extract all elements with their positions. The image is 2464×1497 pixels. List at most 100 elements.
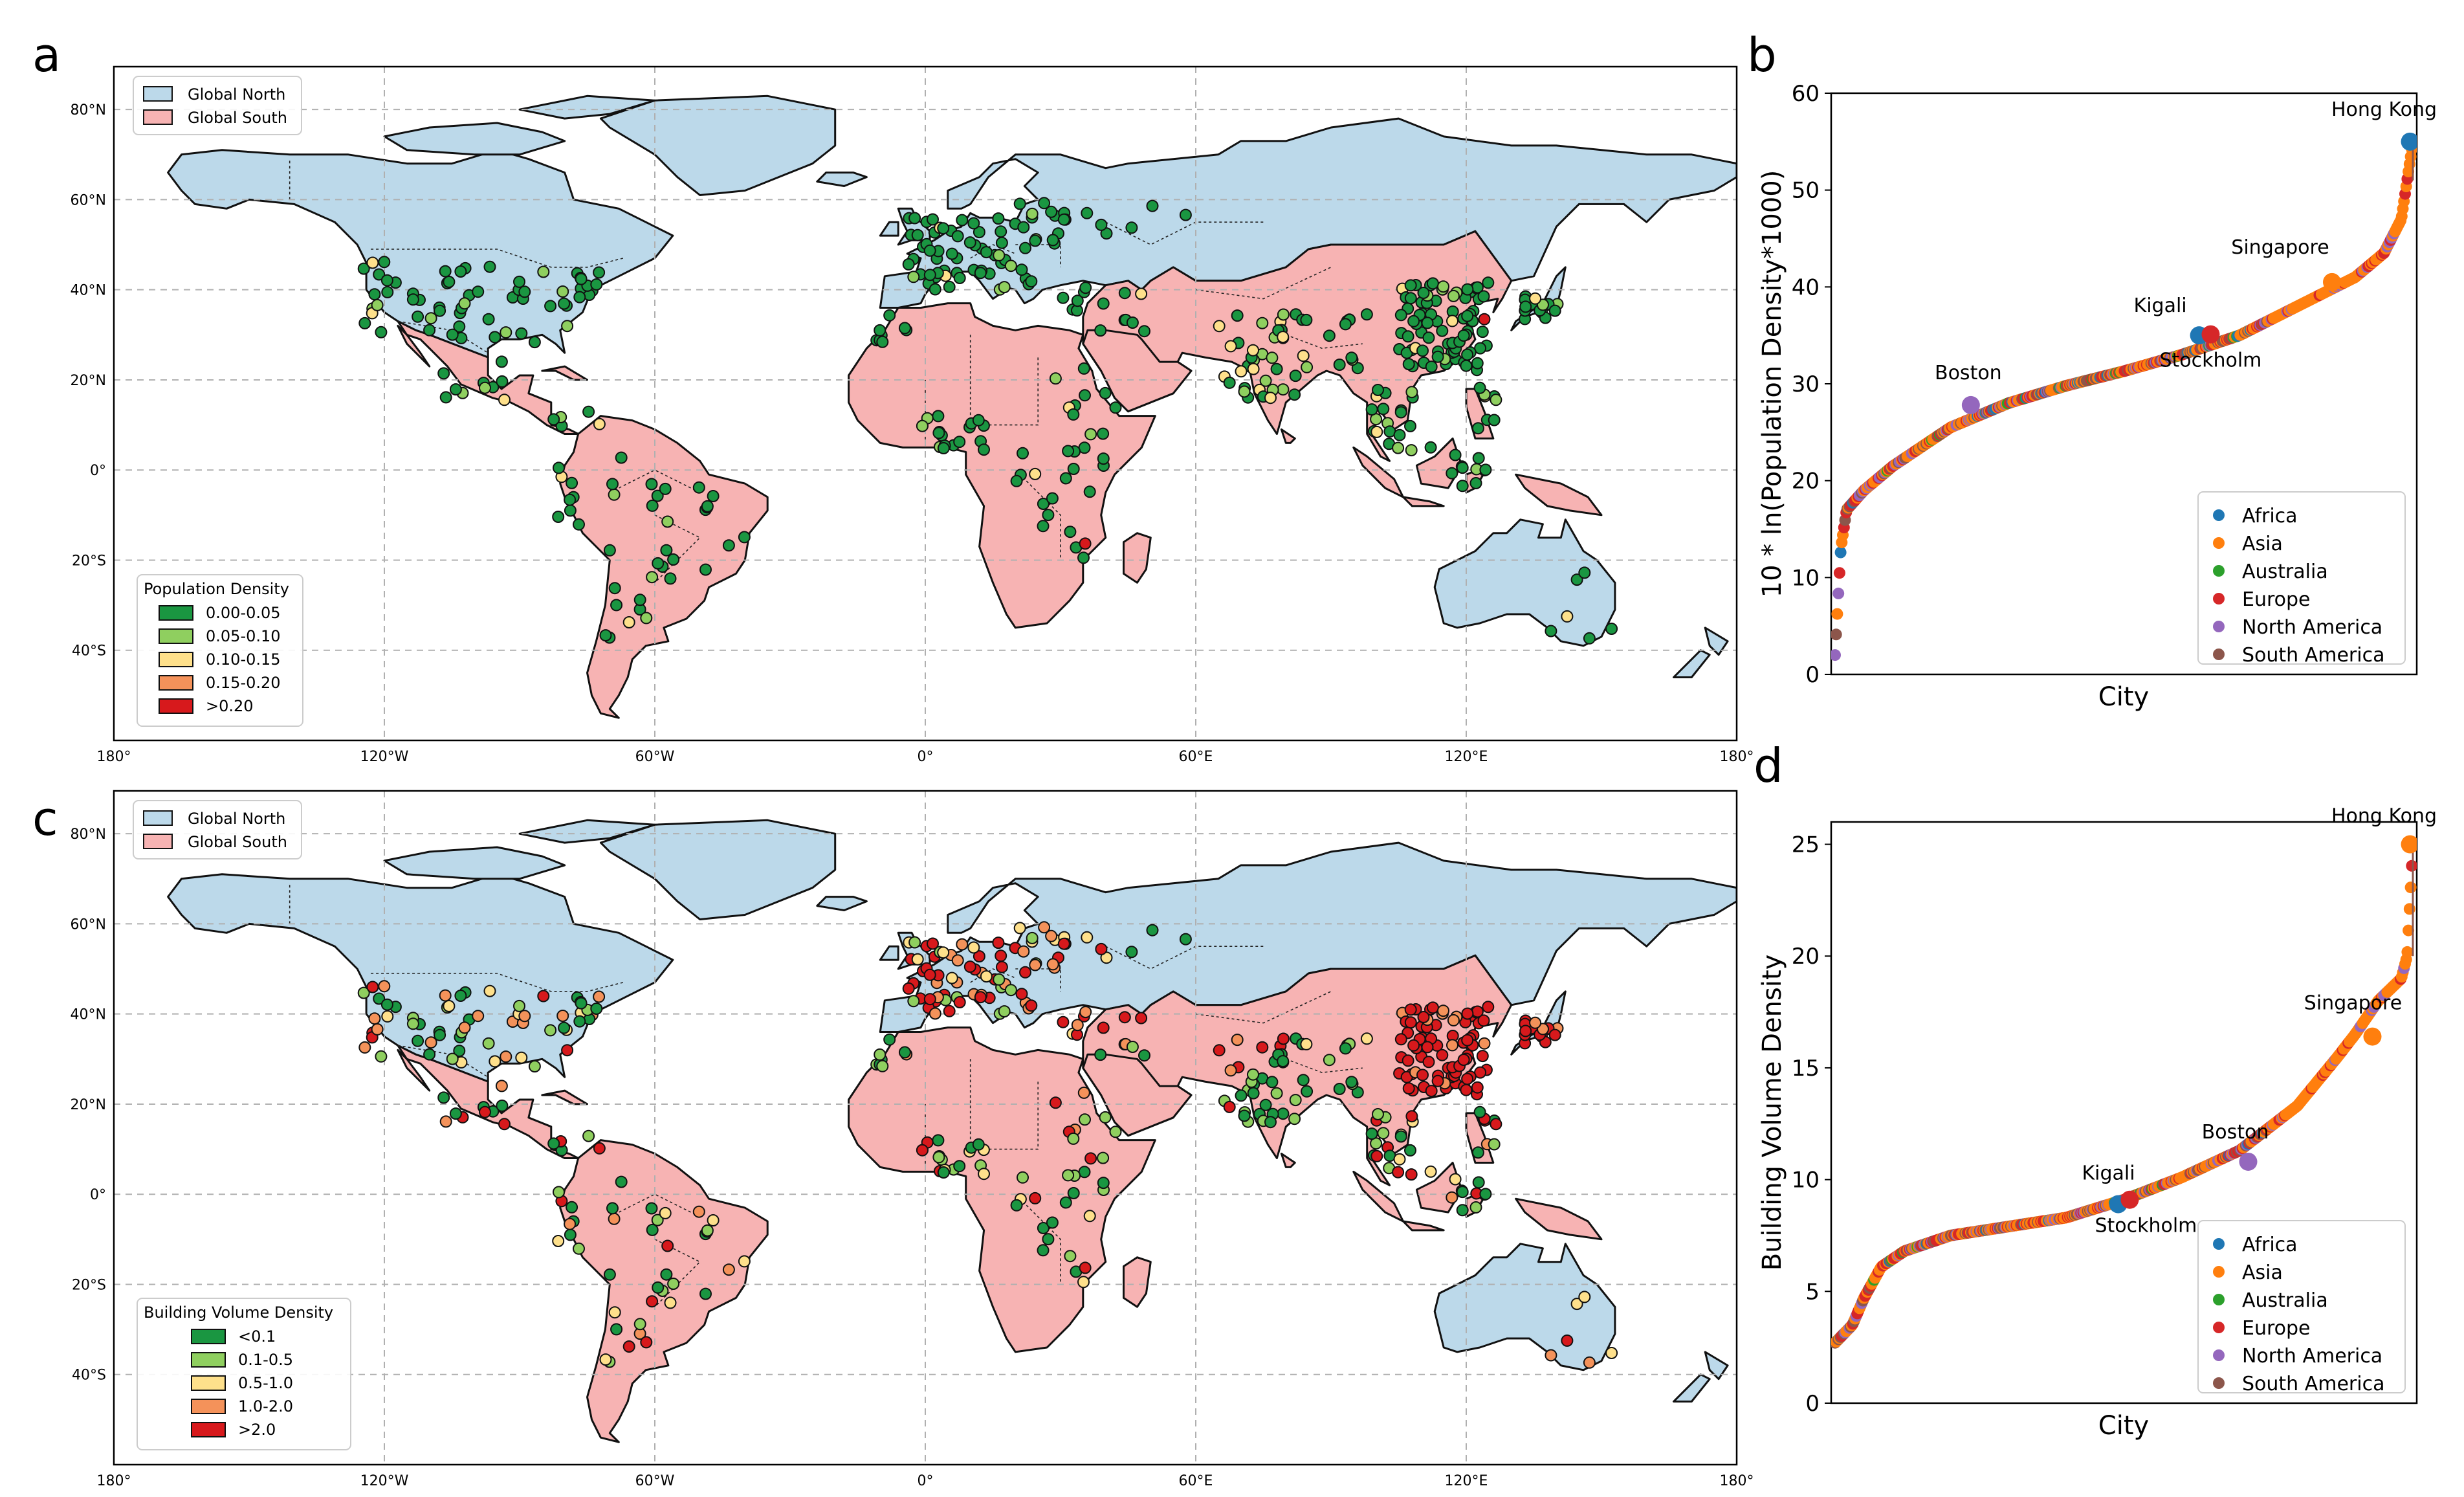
latitude-tick-label: 20°N xyxy=(71,1097,106,1113)
city-marker xyxy=(1476,1050,1489,1063)
city-marker xyxy=(573,518,585,531)
city-point xyxy=(1833,567,1845,579)
landmass xyxy=(1280,428,1296,444)
highlight-city-point xyxy=(2322,272,2341,291)
city-marker xyxy=(1545,625,1557,638)
city-marker xyxy=(1407,315,1420,327)
city-marker xyxy=(1029,467,1042,480)
city-marker xyxy=(1288,388,1301,401)
city-marker xyxy=(646,571,659,584)
city-marker xyxy=(1235,365,1248,378)
city-marker xyxy=(479,381,491,394)
city-marker xyxy=(1017,1171,1029,1184)
city-marker xyxy=(883,309,896,322)
map-c-frame xyxy=(113,790,1738,1466)
city-marker xyxy=(1270,362,1283,375)
legend-series-label: South America xyxy=(2242,1373,2384,1395)
city-marker xyxy=(980,970,993,983)
city-marker xyxy=(1099,386,1112,399)
city-marker xyxy=(489,331,501,344)
city-marker xyxy=(1333,359,1346,371)
legend-series-label: Africa xyxy=(2242,505,2298,527)
city-marker xyxy=(661,515,674,528)
longitude-tick-label: 0° xyxy=(918,1473,934,1489)
city-marker xyxy=(943,280,956,293)
city-marker xyxy=(558,1021,571,1034)
city-marker xyxy=(923,993,936,1006)
city-marker xyxy=(1478,1037,1491,1050)
city-marker xyxy=(1372,384,1384,396)
city-marker xyxy=(593,1142,606,1155)
population-legend-title: Population Density xyxy=(144,580,289,598)
city-marker xyxy=(553,1186,565,1199)
country-border xyxy=(609,1193,701,1217)
latitude-tick-label: 40°S xyxy=(72,1368,106,1384)
city-marker xyxy=(544,300,557,313)
city-marker xyxy=(967,941,980,954)
city-marker xyxy=(953,1160,966,1173)
city-marker xyxy=(1436,324,1449,337)
population-legend-item-5: >0.20 xyxy=(206,697,254,715)
city-marker xyxy=(993,973,1006,986)
city-marker xyxy=(472,285,485,298)
city-marker xyxy=(1277,308,1290,321)
city-marker xyxy=(1042,1233,1055,1246)
longitude-tick-label: 180° xyxy=(1720,749,1754,765)
city-marker xyxy=(1259,1098,1272,1111)
city-marker xyxy=(1015,263,1028,276)
city-marker xyxy=(375,1050,388,1063)
city-marker xyxy=(1570,573,1583,586)
city-marker xyxy=(1479,1188,1492,1201)
longitude-tick-label: 120°E xyxy=(1445,749,1488,765)
legend-box xyxy=(2197,491,2406,665)
city-marker xyxy=(1099,1111,1112,1124)
city-marker xyxy=(1097,297,1110,310)
city-marker xyxy=(564,493,577,506)
map-c-building-legend: Building Volume Density <0.1 0.1-0.5 0.5… xyxy=(137,1298,351,1450)
city-marker xyxy=(722,539,735,552)
city-marker xyxy=(561,1044,574,1057)
city-marker xyxy=(1010,1199,1023,1212)
city-marker xyxy=(927,937,939,950)
city-marker xyxy=(449,383,462,396)
legend-marker xyxy=(2213,1377,2225,1389)
city-marker xyxy=(973,226,985,239)
city-marker xyxy=(606,1202,619,1215)
country-border xyxy=(1195,991,1332,1024)
city-marker xyxy=(1446,315,1458,327)
highlight-city-point xyxy=(2201,325,2220,344)
landmass xyxy=(879,117,1737,309)
city-marker xyxy=(1297,349,1310,362)
city-marker xyxy=(1449,449,1462,461)
city-marker xyxy=(1125,221,1138,234)
map-c-longitude-ticks: 180° 120°W 60°W 0° 60°E 120°E 180° xyxy=(97,1473,1754,1489)
city-marker xyxy=(1026,207,1039,220)
city-marker xyxy=(1277,1055,1290,1068)
city-marker xyxy=(1126,1041,1139,1053)
city-marker xyxy=(1079,537,1092,550)
map-a-longitude-ticks: 180° 120°W 60°W 0° 60°E 120°E 180° xyxy=(97,749,1754,765)
city-marker xyxy=(1490,1118,1502,1131)
map-c-city-markers xyxy=(357,921,1618,1369)
city-marker xyxy=(553,461,565,474)
city-marker xyxy=(375,326,388,338)
longitude-tick-label: 60°E xyxy=(1179,1473,1213,1489)
y-tick-label: 10 xyxy=(1792,565,1820,591)
city-marker xyxy=(1025,999,1038,1012)
city-marker xyxy=(547,413,560,426)
city-marker xyxy=(652,1281,665,1294)
city-point xyxy=(2406,859,2417,872)
city-marker xyxy=(1057,291,1070,304)
city-marker xyxy=(1038,921,1051,934)
city-marker xyxy=(515,327,528,340)
city-marker xyxy=(439,989,452,1002)
city-marker xyxy=(722,1263,735,1276)
landmass xyxy=(599,819,837,920)
city-marker xyxy=(1461,283,1474,296)
city-marker xyxy=(646,1223,659,1236)
longitude-tick-label: 120°W xyxy=(360,749,409,765)
city-marker xyxy=(659,482,672,495)
city-marker xyxy=(582,405,595,418)
city-marker xyxy=(1437,280,1449,293)
